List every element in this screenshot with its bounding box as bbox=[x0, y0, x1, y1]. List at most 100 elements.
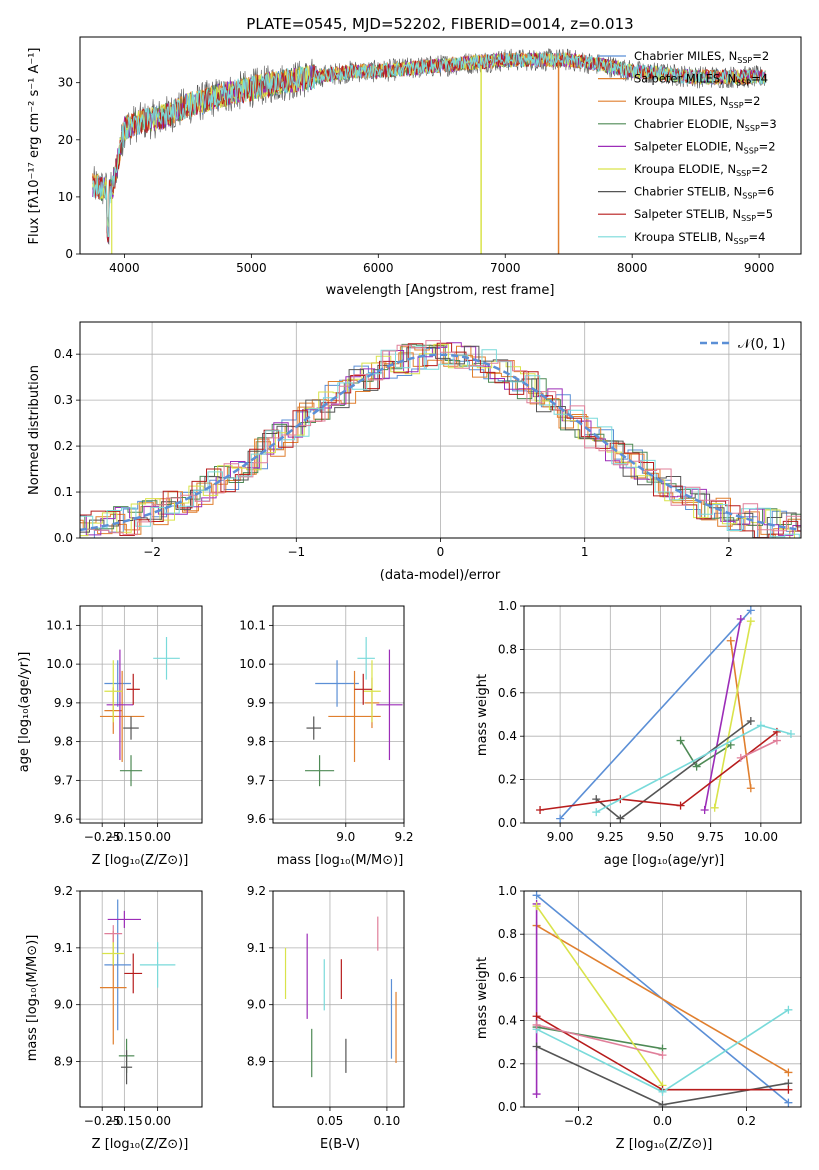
plot-area bbox=[99, 637, 180, 787]
plot-area bbox=[284, 916, 397, 1078]
age-vs-mass-panel: 9.0 9.2 9.6 9.7 9.8 9.9 10.0 10.1 bbox=[239, 605, 414, 844]
point-marker bbox=[746, 617, 755, 626]
x-tick-label: 9.2 bbox=[394, 830, 413, 844]
y-tick-label: 9.0 bbox=[54, 998, 73, 1012]
mass-vs-metallicity-panel: −0.25−0.15 0.00 8.9 9.0 9.1 9.2 bbox=[54, 884, 203, 1128]
figure-title: PLATE=0545, MJD=52202, FIBERID=0014, z=0… bbox=[246, 15, 633, 33]
y-tick-label: 0.4 bbox=[498, 729, 517, 743]
p3-xlabel: Z [log₁₀(Z/Z⊙)] bbox=[92, 853, 189, 868]
histogram-series bbox=[80, 344, 801, 538]
y-tick-label: 10.0 bbox=[46, 657, 73, 671]
series-line bbox=[713, 621, 752, 808]
x-tick-label: 7000 bbox=[490, 261, 521, 275]
y-tick-label: 9.7 bbox=[54, 773, 73, 787]
histogram-series bbox=[80, 343, 801, 538]
plot-area bbox=[80, 340, 801, 538]
legend-entry-label: Chabrier ELODIE, N bbox=[634, 117, 745, 131]
axes-frame bbox=[523, 890, 802, 1108]
x-tick-label: 9.25 bbox=[597, 830, 624, 844]
x-tick-label: 2 bbox=[725, 545, 733, 559]
y-tick-label: 0.2 bbox=[498, 1057, 517, 1071]
axes-frame bbox=[272, 605, 405, 824]
y-tick-label: 8.9 bbox=[247, 1055, 266, 1069]
y-tick-label: 0.0 bbox=[54, 531, 73, 545]
y-tick-label: 9.2 bbox=[247, 884, 266, 898]
x-tick-label: 0 bbox=[437, 545, 445, 559]
point-marker bbox=[658, 1051, 667, 1060]
legend-entry: Kroupa ELODIE, NSSP=2 bbox=[634, 162, 768, 178]
point-marker bbox=[616, 814, 625, 823]
y-tick-label: 9.9 bbox=[247, 696, 266, 710]
point-marker bbox=[784, 1068, 793, 1077]
legend-entry-label: Kroupa ELODIE, N bbox=[634, 162, 736, 176]
series-line bbox=[535, 905, 664, 1086]
point-marker bbox=[658, 1087, 667, 1096]
series-line bbox=[729, 640, 752, 789]
x-tick-label: 9.00 bbox=[547, 830, 574, 844]
point-marker bbox=[736, 615, 745, 624]
y-tick-label: 0.0 bbox=[498, 1100, 517, 1114]
x-tick-label: −0.25 bbox=[84, 1114, 121, 1128]
legend-entry-label: Salpeter ELODIE, N bbox=[634, 139, 744, 153]
point-marker bbox=[726, 740, 735, 749]
y-tick-label: 10.1 bbox=[239, 618, 266, 632]
axes-frame bbox=[79, 321, 802, 539]
legend-entry-label: Chabrier STELIB, N bbox=[634, 185, 742, 199]
point-marker bbox=[786, 730, 795, 739]
x-tick-label: −0.2 bbox=[564, 1114, 593, 1128]
p2-legend-label: 𝒩(0, 1) bbox=[738, 337, 785, 352]
y-tick-label: 9.1 bbox=[247, 941, 266, 955]
point-marker bbox=[784, 1085, 793, 1094]
y-tick-label: 1.0 bbox=[498, 884, 517, 898]
y-tick-label: 0.2 bbox=[54, 439, 73, 453]
legend-entry: Chabrier ELODIE, NSSP=3 bbox=[634, 117, 777, 133]
age-vs-metallicity-panel: −0.25−0.15 0.00 9.6 9.7 9.8 9.9 10.0 10.1 bbox=[46, 605, 203, 844]
histogram-series bbox=[80, 345, 801, 538]
legend-entry: Kroupa MILES, NSSP=2 bbox=[634, 94, 760, 110]
y-tick-label: 9.7 bbox=[247, 773, 266, 787]
legend-entry-subscript: SSP bbox=[736, 79, 751, 88]
y-tick-label: 9.6 bbox=[247, 812, 266, 826]
y-tick-label: 0.4 bbox=[498, 1014, 517, 1028]
y-tick-label: 9.9 bbox=[54, 696, 73, 710]
x-tick-label: 0.00 bbox=[144, 1114, 171, 1128]
legend-entry-value: =5 bbox=[756, 207, 773, 221]
y-tick-label: 9.6 bbox=[54, 812, 73, 826]
histogram-series bbox=[80, 343, 801, 530]
histogram-series bbox=[80, 342, 801, 536]
x-tick-label: −0.25 bbox=[84, 830, 121, 844]
point-marker bbox=[692, 762, 701, 771]
p1-xlabel: wavelength [Angstrom, rest frame] bbox=[326, 283, 555, 298]
x-tick-label: 1 bbox=[581, 545, 589, 559]
p2-xlabel: (data-model)/error bbox=[380, 568, 501, 583]
series-line bbox=[703, 618, 742, 811]
p7-xlabel: E(B-V) bbox=[320, 1137, 360, 1152]
y-tick-label: 0 bbox=[65, 247, 73, 261]
series-line bbox=[559, 609, 752, 820]
point-marker bbox=[726, 636, 735, 645]
histogram-series bbox=[80, 340, 801, 538]
y-tick-label: 9.2 bbox=[54, 884, 73, 898]
legend-entry: Salpeter STELIB, NSSP=5 bbox=[634, 207, 773, 223]
point-marker bbox=[736, 753, 745, 762]
y-tick-label: 0.1 bbox=[54, 485, 73, 499]
plot-area bbox=[532, 891, 793, 1107]
series-line bbox=[536, 1024, 663, 1056]
y-tick-label: 0.0 bbox=[498, 816, 517, 830]
legend-entry: Salpeter ELODIE, NSSP=2 bbox=[634, 139, 776, 155]
x-tick-label: 0.05 bbox=[317, 1114, 344, 1128]
y-tick-label: 0.2 bbox=[498, 773, 517, 787]
spectrum-line bbox=[92, 52, 766, 243]
point-marker bbox=[532, 1020, 541, 1029]
point-marker bbox=[746, 717, 755, 726]
legend-entry-value: =4 bbox=[751, 72, 768, 86]
legend-entry-label: Salpeter MILES, N bbox=[634, 72, 736, 86]
histogram-series bbox=[80, 342, 801, 538]
legend-entry-label: Salpeter STELIB, N bbox=[634, 207, 741, 221]
p1-ylabel: Flux [fλ10⁻¹⁷ erg cm⁻² s⁻¹ A⁻¹] bbox=[27, 48, 42, 245]
point-marker bbox=[532, 1042, 541, 1051]
p3-ylabel: age [log₁₀(age/yr)] bbox=[17, 652, 32, 773]
p6-xlabel: Z [log₁₀(Z/Z⊙)] bbox=[92, 1137, 189, 1152]
legend-entry-value: =2 bbox=[751, 162, 768, 176]
